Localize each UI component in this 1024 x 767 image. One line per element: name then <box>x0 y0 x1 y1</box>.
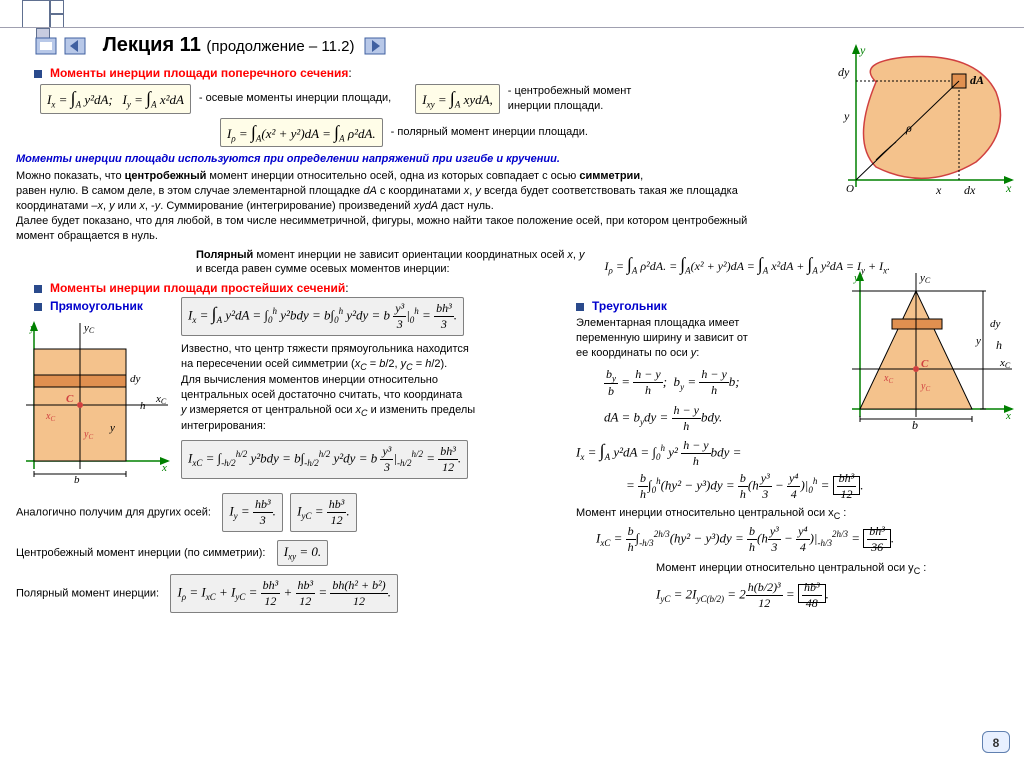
formula-Ix-Iy: Ix = ∫A y²dA; Iy = ∫A x²dA <box>40 84 191 114</box>
formula-rect-Iy: Iy = hb³3. <box>222 493 282 532</box>
label-axial: - осевые моменты инерции площади, <box>195 84 395 114</box>
svg-text:x: x <box>161 462 167 474</box>
formula-rect-IxC: IxC = ∫-h/2h/2 y²bdy = b∫-h/2h/2 y²dy = … <box>181 440 468 479</box>
section-moments: Моменты инерции площади поперечного сече… <box>16 66 1008 80</box>
formula-Ip: Iρ = ∫A(x² + y²)dA = ∫A ρ²dA. <box>220 118 383 148</box>
heading-tri: Треугольник <box>592 299 667 313</box>
svg-text:C: C <box>921 358 929 370</box>
svg-text:b: b <box>912 418 918 432</box>
svg-text:y: y <box>859 43 866 57</box>
svg-text:y: y <box>29 322 35 334</box>
svg-text:h: h <box>140 400 146 412</box>
rect-centrif-label: Центробежный момент инерции (по симметри… <box>16 547 265 559</box>
next-icon[interactable] <box>364 37 388 55</box>
tri-xc-label: Момент инерции относительно центральной … <box>576 506 1008 522</box>
tri-formula-IyC: IyC = 2IyC(b/2) = 2h(b/2)³12 = hb³48. <box>656 580 1008 611</box>
svg-text:yC: yC <box>83 322 95 335</box>
svg-text:y: y <box>853 272 859 284</box>
tri-yc-label: Момент инерции относительно центральной … <box>656 561 1008 577</box>
svg-text:dy: dy <box>130 373 141 385</box>
tri-formula-Ix2: = bh∫0h(hy² − y³)dy = bh(hy³3 − y⁴4)|0h … <box>626 471 1008 502</box>
formula-rect-Ipolar: Iρ = IxC + IyC = bh³12 + hb³12 = bh(h² +… <box>170 574 398 613</box>
rect-text: Известно, что центр тяжести прямоугольни… <box>181 342 566 434</box>
home-icon[interactable] <box>35 37 59 55</box>
svg-text:b: b <box>74 474 80 486</box>
svg-text:y: y <box>109 422 115 434</box>
label-polar: - полярный момент инерции площади. <box>387 118 592 148</box>
svg-text:C: C <box>66 393 74 405</box>
page-number: 8 <box>982 731 1010 753</box>
svg-text:xC: xC <box>999 357 1011 370</box>
prev-icon[interactable] <box>64 37 88 55</box>
tri-text: Элементарная площадка имеетпеременную ши… <box>576 316 796 361</box>
body-usage: Моменты инерции площади используются при… <box>16 153 1008 165</box>
formula-rect-Ixy0: Ixy = 0. <box>277 540 328 566</box>
rect-other-label: Аналогично получим для других осей: <box>16 507 211 519</box>
page-title: Лекция 11 (продолжение – 11.2) <box>103 34 355 57</box>
tri-formula-IxC: IxC = bh∫-h/32h/3(hy² − y³)dy = bh(hy³3 … <box>596 524 1008 555</box>
formula-Ixy: Ixy = ∫A xydA, <box>415 84 500 114</box>
svg-text:x: x <box>1005 410 1011 422</box>
diagram-triangle: yC xC C y x dy h y b xC yC <box>836 269 1016 434</box>
tri-formula-Ix1: Ix = ∫A y²dA = ∫0h y² h − yhbdy = <box>576 438 1008 469</box>
heading-1: Моменты инерции площади поперечного сече… <box>50 66 348 80</box>
formula-rect-Ix: Ix = ∫A y²dA = ∫0h y²bdy = b∫0h y²dy = b… <box>181 297 464 336</box>
svg-text:xC: xC <box>155 393 167 406</box>
formula-rect-IyC: IyC = hb³12. <box>290 493 356 532</box>
heading-rect: Прямоугольник <box>50 299 143 313</box>
svg-text:dy: dy <box>990 318 1001 330</box>
body-explanation: Можно показать, что центробежный момент … <box>16 169 1008 243</box>
svg-text:y: y <box>975 335 981 347</box>
svg-text:yC: yC <box>919 272 931 285</box>
body-polar: Полярный момент инерции не зависит ориен… <box>196 248 585 278</box>
heading-simple: Моменты инерции площади простейших сечен… <box>50 281 345 295</box>
svg-text:h: h <box>996 338 1002 352</box>
rect-polar-label: Полярный момент инерции: <box>16 587 159 599</box>
label-centrif: - центробежный момент инерции площади. <box>504 84 636 114</box>
diagram-rect: yC xC C y x dy h y b xC yC <box>12 319 172 489</box>
